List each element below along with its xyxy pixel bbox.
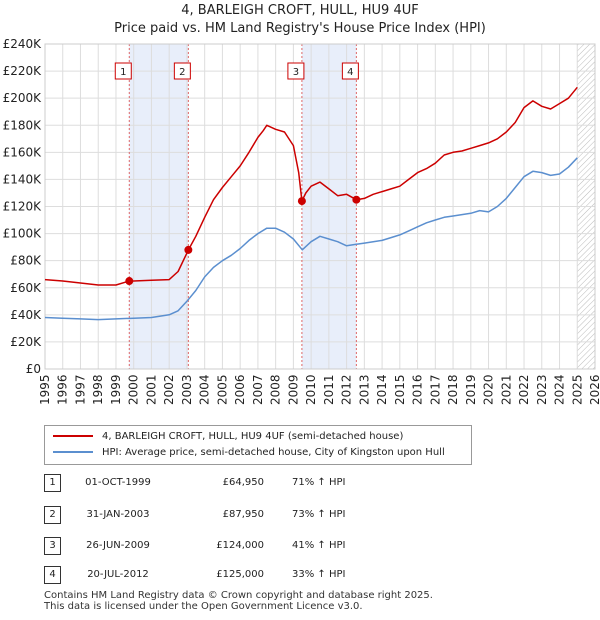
legend-hpi-label: HPI: Average price, semi-detached house,… [102,447,445,458]
x-tick-label: 1999 [109,374,123,405]
y-tick-label: £140K [3,172,43,186]
y-tick-label: £40K [10,308,42,322]
x-tick-label: 2014 [375,374,389,405]
sale-label-number: 4 [347,67,353,78]
footer-licence: This data is licensed under the Open Gov… [44,601,363,612]
x-tick-label: 2000 [127,374,141,405]
sale-label-box [114,62,132,80]
chart-title: 4, BARLEIGH CROFT, HULL, HU9 4UF Price p… [0,2,600,38]
sale-label-box [173,62,191,80]
hpi-line [44,157,578,321]
x-tick-label: 2012 [340,374,354,405]
chart-title-line2: Price paid vs. HM Land Registry's House … [114,21,486,36]
transaction-number: 1 [44,474,61,492]
sale-label-box [341,62,359,80]
sale-point [297,197,306,206]
sale-label-number: 3 [293,67,299,78]
property-price-line [44,86,578,286]
x-tick-label: 2026 [588,374,600,405]
legend-property-swatch [53,435,93,437]
y-tick-label: £120K [3,200,43,214]
x-tick-label: 2009 [286,374,300,405]
x-tick-label: 2024 [553,374,567,405]
x-tick-label: 2023 [535,374,549,405]
x-tick-label: 2025 [570,374,584,405]
transaction-number: 4 [44,566,61,584]
x-tick-label: 2010 [304,374,318,405]
transaction-hpi: 41% ↑ HPI [292,540,346,551]
x-tick-label: 2019 [464,374,478,405]
x-tick-label: 2017 [428,374,442,405]
x-tick-label: 2008 [269,374,283,405]
x-tick-label: 2005 [215,374,229,405]
transaction-number: 3 [44,537,61,555]
sale-label-number: 2 [179,67,185,78]
transaction-date: 20-JUL-2012 [87,569,149,580]
sale-label-box [287,62,305,80]
x-tick-label: 2013 [357,374,371,405]
x-tick-label: 1998 [91,374,105,405]
x-tick-label: 1997 [73,374,87,405]
transaction-date: 26-JUN-2009 [86,540,150,551]
y-tick-label: £20K [10,335,42,349]
transaction-date: 01-OCT-1999 [85,477,151,488]
y-tick-label: £80K [10,254,42,268]
legend-item-property: 4, BARLEIGH CROFT, HULL, HU9 4UF (semi-d… [53,429,403,445]
transaction-number: 2 [44,506,61,524]
x-tick-label: 2016 [411,374,425,405]
transaction-hpi: 71% ↑ HPI [292,477,346,488]
transaction-price: £124,000 [216,540,264,551]
transaction-price: £64,950 [222,477,264,488]
x-tick-label: 2020 [482,374,496,405]
x-tick-label: 2004 [198,374,212,405]
y-tick-label: £160K [3,145,43,159]
x-tick-label: 2006 [233,374,247,405]
legend: 4, BARLEIGH CROFT, HULL, HU9 4UF (semi-d… [44,425,472,465]
legend-item-hpi: HPI: Average price, semi-detached house,… [53,445,445,461]
y-tick-label: £60K [10,281,42,295]
sale-label-number: 1 [120,67,126,78]
y-tick-label: £200K [3,91,43,105]
x-tick-label: 1996 [56,374,70,405]
sale-point [352,195,361,204]
transaction-price: £125,000 [216,569,264,580]
x-tick-label: 2015 [393,374,407,405]
y-tick-label: £220K [3,64,43,78]
footer: Contains HM Land Registry data © Crown c… [44,590,433,612]
x-tick-label: 2018 [446,374,460,405]
y-tick-label: £0 [26,362,41,376]
plot-border [44,43,596,370]
sale-point [184,245,193,254]
transaction-price: £87,950 [222,509,264,520]
footer-copyright: Contains HM Land Registry data © Crown c… [44,590,433,601]
x-tick-label: 2011 [322,374,336,405]
legend-hpi-swatch [53,451,93,453]
sale-point [125,277,134,286]
transaction-date: 31-JAN-2003 [86,509,150,520]
transaction-hpi: 33% ↑ HPI [292,569,346,580]
price-chart: 1 2 3 4 £0 £20K £40K £60K £80K £100K £120K £140K £16… [3,37,600,405]
x-tick-label: 1995 [38,374,52,405]
transaction-hpi: 73% ↑ HPI [292,509,346,520]
x-tick-label: 2021 [499,374,513,405]
x-tick-label: 2007 [251,374,265,405]
x-tick-label: 2003 [180,374,194,405]
chart-title-line1: 4, BARLEIGH CROFT, HULL, HU9 4UF [181,3,419,18]
x-tick-label: 2001 [144,374,158,405]
x-tick-label: 2022 [517,374,531,405]
y-tick-label: £100K [3,227,43,241]
y-tick-label: £180K [3,118,43,132]
legend-property-label: 4, BARLEIGH CROFT, HULL, HU9 4UF (semi-d… [102,431,404,442]
y-tick-label: £240K [3,37,43,51]
x-tick-label: 2002 [162,374,176,405]
